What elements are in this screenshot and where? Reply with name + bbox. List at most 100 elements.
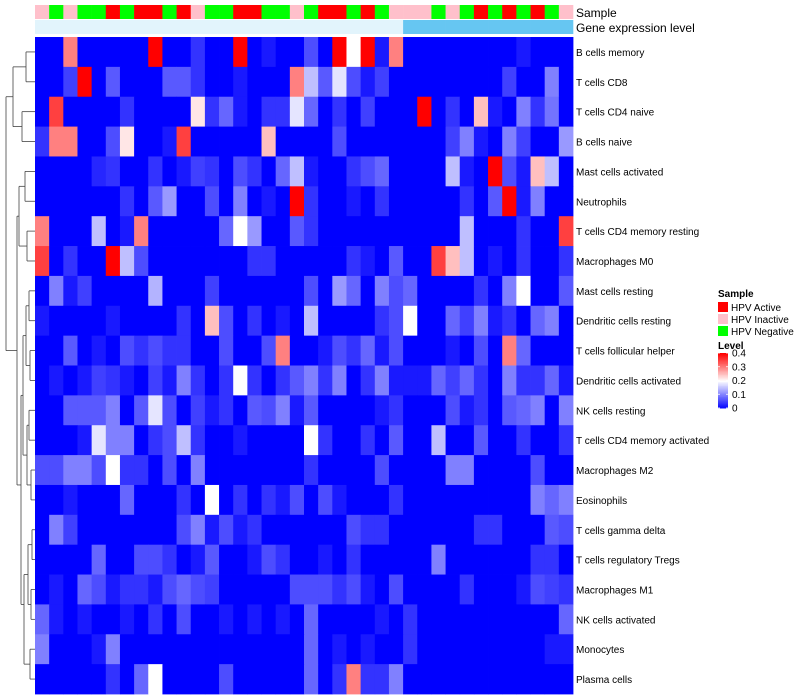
gene-expression-annotation-cell [204, 20, 220, 34]
heatmap-cell [247, 484, 262, 516]
heatmap-cell [204, 425, 220, 456]
legend-gradient-step [718, 366, 728, 369]
heatmap-cell [119, 156, 135, 187]
heatmap-cell [190, 216, 206, 247]
heatmap-cell [403, 246, 418, 277]
heatmap-cell [134, 574, 149, 605]
row-label: Dendritic cells activated [576, 376, 681, 387]
sample-annotation-cell [35, 5, 50, 19]
heatmap-cell [91, 455, 107, 486]
sample-annotation-cell [261, 5, 276, 19]
heatmap-cell [162, 574, 177, 605]
heatmap-cell [63, 574, 78, 605]
row-label: NK cells activated [576, 615, 655, 626]
gene-expression-annotation-cell [403, 20, 418, 34]
heatmap-cell [134, 604, 149, 635]
heatmap-cell [502, 365, 517, 396]
heatmap-cell [148, 664, 163, 695]
heatmap-cell [558, 365, 574, 396]
heatmap-cell [190, 484, 206, 516]
heatmap-cell [162, 365, 177, 396]
legend-gradient-step [718, 402, 728, 405]
heatmap-cell [374, 425, 390, 456]
sample-annotation-cell [63, 5, 78, 19]
heatmap-cell [35, 305, 50, 337]
gene-expression-annotation-cell [445, 20, 461, 34]
sample-annotation-cell [190, 5, 206, 19]
heatmap-cell [247, 634, 262, 665]
heatmap-cell [77, 216, 93, 247]
heatmap-cell [403, 216, 418, 247]
heatmap-cell [63, 514, 78, 546]
heatmap-cell [91, 156, 107, 187]
heatmap-cell [544, 395, 560, 426]
heatmap-cell [488, 246, 503, 277]
heatmap-cell [233, 246, 248, 277]
heatmap-cell [473, 395, 489, 426]
heatmap-cell [346, 246, 362, 277]
row-label: T cells gamma delta [576, 526, 666, 537]
heatmap-cell [289, 365, 305, 396]
heatmap-cell [488, 484, 503, 516]
sample-annotation-cell [459, 5, 475, 19]
heatmap-cell [119, 37, 135, 68]
heatmap-cell [544, 186, 560, 217]
heatmap-cell [473, 37, 489, 68]
sample-annotation-cell [318, 5, 333, 19]
heatmap-cell [502, 395, 517, 426]
row-label: T cells CD4 naive [576, 108, 655, 119]
heatmap-cell [374, 574, 390, 605]
heatmap-cell [63, 455, 78, 486]
heatmap-cell [91, 395, 107, 426]
gene-expression-annotation-cell [49, 20, 64, 34]
heatmap-cell [374, 275, 390, 307]
heatmap-cell [459, 96, 475, 127]
heatmap-cell [417, 37, 432, 68]
heatmap-cell [530, 305, 546, 337]
heatmap-cell [332, 216, 347, 247]
heatmap-cell [63, 335, 78, 366]
legend-swatch [718, 302, 728, 312]
heatmap-cell [219, 37, 234, 68]
heatmap-cell [502, 484, 517, 516]
heatmap-cell [304, 186, 319, 217]
heatmap-cell [91, 664, 107, 695]
heatmap-cell [289, 634, 305, 665]
heatmap-cell [530, 216, 546, 247]
sample-annotation-cell [162, 5, 177, 19]
heatmap-cell [360, 365, 376, 396]
heatmap-cell [176, 664, 192, 695]
heatmap-cell [544, 425, 560, 456]
gene-expression-annotation-cell [388, 20, 404, 34]
heatmap-cell [63, 96, 78, 127]
heatmap-cell [459, 275, 475, 307]
heatmap-cell [275, 335, 291, 366]
heatmap-cell [190, 664, 206, 695]
heatmap-cell [431, 246, 446, 277]
heatmap-cell [63, 246, 78, 277]
heatmap-cell [204, 664, 220, 695]
heatmap-cell [473, 514, 489, 546]
heatmap-cell [304, 66, 319, 98]
heatmap-cell [105, 664, 121, 695]
heatmap-cell [204, 335, 220, 366]
heatmap-cell [530, 634, 546, 665]
heatmap-cell [516, 37, 531, 68]
heatmap-cell [332, 574, 347, 605]
heatmap-cell [289, 425, 305, 456]
heatmap-cell [445, 425, 461, 456]
heatmap-cell [119, 574, 135, 605]
heatmap-cell [176, 186, 192, 217]
legend-swatch [718, 314, 728, 324]
heatmap-cell [473, 574, 489, 605]
gene-expression-annotation-cell [360, 20, 376, 34]
gene-expression-annotation-bar [35, 20, 574, 34]
heatmap-cell [360, 126, 376, 157]
heatmap-cell [105, 484, 121, 516]
heatmap-cell [77, 96, 93, 127]
heatmap-cell [318, 96, 333, 127]
heatmap-cell [190, 365, 206, 396]
heatmap-cell [134, 514, 149, 546]
heatmap-cell [219, 425, 234, 456]
legend-gradient-step [718, 358, 728, 361]
